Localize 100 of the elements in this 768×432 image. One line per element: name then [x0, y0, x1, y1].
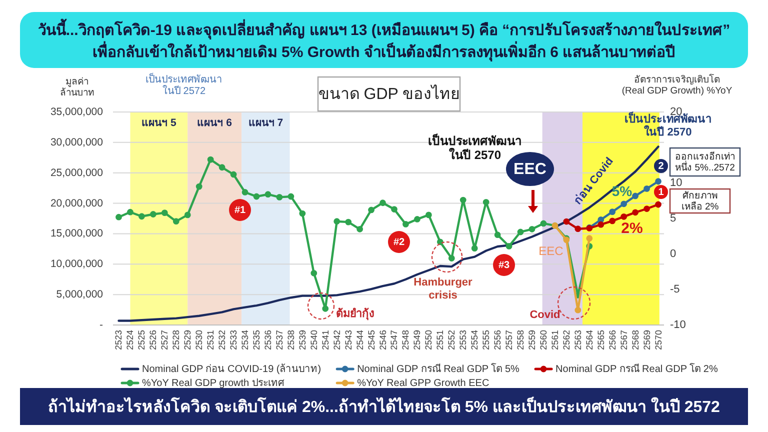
x-tick-label: 2534	[240, 330, 250, 350]
point	[644, 206, 650, 212]
point	[161, 210, 168, 216]
point	[517, 228, 524, 236]
point	[150, 211, 156, 218]
x-tick-label: 2552	[446, 330, 457, 350]
x-tick-label: 2553	[458, 330, 468, 350]
y2-tick-label: -5	[670, 284, 680, 296]
annotation: 2%	[621, 220, 643, 236]
x-tick-label: 2531	[206, 330, 216, 350]
point	[574, 306, 582, 314]
point	[460, 196, 466, 204]
y-tick-label: 10,000,000	[50, 258, 104, 270]
point	[655, 201, 662, 208]
y-tick-label: 5,000,000	[56, 288, 104, 301]
point	[609, 208, 616, 216]
x-tick-label: 2533	[228, 330, 239, 350]
x-tick-label: 2539	[297, 330, 308, 350]
band-label: แผนฯ 7	[248, 117, 284, 129]
y-tick-label: 15,000,000	[50, 228, 104, 240]
x-tick-label: 2525	[136, 330, 147, 350]
y-tick-label: -	[100, 319, 104, 331]
line-series	[118, 146, 660, 322]
legend-label: Nominal GDP กรณี Real GDP โต 5%	[357, 362, 520, 374]
point	[391, 206, 398, 212]
point	[196, 183, 202, 190]
text: ศักยภาพ เหลือ 2%	[681, 190, 720, 212]
legend-label: Nominal GDP ก่อน COVID-19 (ล้านบาท)	[142, 362, 322, 374]
point	[632, 209, 638, 216]
x-tick-label: 2567	[618, 330, 629, 350]
point	[322, 305, 329, 312]
legend-label: %YoY Real GPP Growth EEC	[357, 378, 490, 388]
x-tick-label: 2526	[148, 330, 158, 350]
annotation: EEC	[538, 244, 564, 258]
x-tick-label: 2524	[125, 330, 136, 350]
x-tick-label: 2528	[171, 330, 182, 350]
point	[494, 232, 501, 238]
point	[482, 198, 490, 206]
y-tick-label: 25,000,000	[50, 166, 104, 179]
x-tick-label: 2548	[400, 330, 411, 350]
y2-axis-title: อัตราการเจริญเติบโต (Real GDP Growth) %YoY	[622, 73, 733, 96]
point	[644, 185, 650, 192]
point	[655, 178, 662, 185]
x-tick-label: 2561	[550, 330, 560, 350]
point	[540, 220, 547, 227]
point	[172, 218, 180, 225]
point	[127, 208, 134, 216]
text: ออกแรงอีกเท่า หนึ่ง 5%..2572	[675, 150, 735, 173]
annotation: Covid	[530, 309, 560, 321]
point	[425, 212, 432, 218]
x-tick-label: 2535	[251, 330, 262, 350]
x-tick-label: 2557	[504, 330, 514, 350]
point	[586, 235, 593, 242]
annotation: Hamburger crisis	[414, 276, 474, 302]
point	[288, 193, 294, 200]
chart-title: วันนี้...วิกฤตโควิด-19 และจุดเปลี่ยนสำคัญ แผนฯ 13 (เหมือนแผนฯ 5) คือ “การปรับโครงสร้างภายในประเทศ”	[38, 18, 730, 40]
x-tick-label: 2554	[470, 330, 480, 350]
point	[230, 171, 237, 178]
x-tick-label: 2544	[354, 330, 365, 350]
annotation: เป็นประเทศพัฒนา ในปี 2570	[428, 133, 522, 162]
annotation: EEC	[514, 160, 547, 178]
point	[207, 156, 214, 163]
x-tick-label: 2543	[343, 330, 354, 350]
point	[506, 242, 512, 250]
point	[368, 206, 374, 214]
y-tick-label: 30,000,000	[50, 136, 104, 148]
point	[598, 221, 604, 228]
y2-tick-label: 0	[670, 248, 676, 260]
y2-tick-label: -10	[670, 319, 686, 331]
point	[528, 226, 536, 232]
annotation: ต้มยำกุ้ง	[336, 307, 374, 321]
point	[609, 218, 616, 224]
x-tick-label: 2545	[366, 330, 376, 350]
annotation: 5%	[612, 183, 633, 199]
x-tick-label: 2566	[607, 330, 618, 350]
x-tick-label: 2570	[653, 330, 664, 350]
point	[632, 192, 638, 200]
point	[218, 164, 226, 171]
x-tick-label: 2549	[412, 330, 422, 350]
point	[620, 213, 628, 220]
x-tick-label: 2546	[378, 330, 388, 350]
point	[402, 220, 409, 228]
point	[620, 200, 628, 208]
y-tick-label: 35,000,000	[50, 106, 104, 118]
x-tick-label: 2538	[286, 330, 296, 350]
point	[414, 216, 420, 222]
x-tick-label: 2555	[481, 330, 492, 350]
annotation: #3	[498, 260, 510, 270]
point	[242, 189, 248, 196]
x-tick-label: 2542	[332, 330, 342, 350]
x-tick-label: 2523	[114, 330, 124, 350]
point	[299, 210, 306, 217]
point	[448, 255, 455, 262]
text: ถ้าไม่ทำอะไรหลังโควิด จะเติบโตแค่ 2%...ถ้าทำได้ไทยจะโต 5% และเป็นประเทศพัฒนา ในปี 2572	[48, 394, 720, 416]
x-tick-label: 2559	[526, 330, 537, 350]
band-label: แผนฯ 6	[197, 117, 232, 129]
point	[138, 213, 145, 220]
point	[264, 191, 272, 198]
x-tick-label: 2568	[630, 330, 640, 350]
point	[334, 218, 340, 225]
